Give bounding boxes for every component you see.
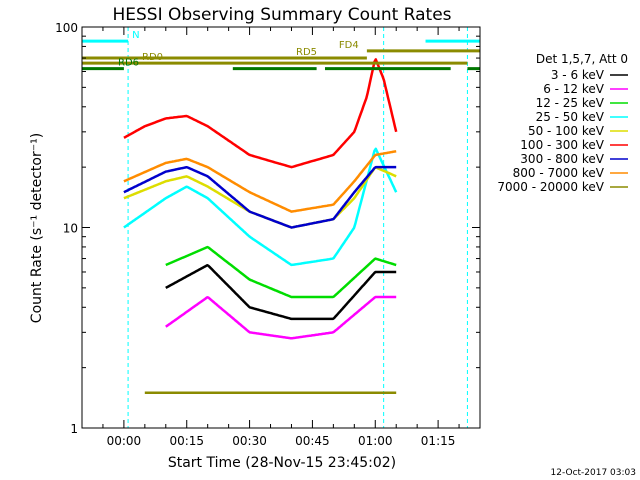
flag-label: RD6 <box>118 58 139 69</box>
plot-frame <box>81 26 481 429</box>
x-axis-label: Start Time (28-Nov-15 23:45:02) <box>168 455 396 471</box>
legend-label-0: 3 - 6 keV <box>551 68 605 82</box>
y-tick-label: 100 <box>55 21 78 35</box>
x-tick-label: 01:00 <box>358 434 393 448</box>
series-line-1 <box>165 295 397 340</box>
series-line-3 <box>123 147 398 267</box>
legend-label-4: 50 - 100 keV <box>528 124 605 138</box>
chart-title: HESSI Observing Summary Count Rates <box>112 5 451 25</box>
legend-header: Det 1,5,7, Att 0 <box>536 52 628 66</box>
flag-label: RD0 <box>142 52 163 63</box>
legend-label-3: 25 - 50 keV <box>536 110 605 124</box>
series-line-6 <box>123 165 397 229</box>
flag-label: RD5 <box>296 47 317 58</box>
x-tick-label: 00:15 <box>169 434 204 448</box>
x-tick-label: 00:30 <box>232 434 267 448</box>
flag-label: N <box>132 30 139 41</box>
legend-label-1: 6 - 12 keV <box>543 82 605 96</box>
legend-label-2: 12 - 25 keV <box>536 96 605 110</box>
x-tick-label: 00:00 <box>107 434 142 448</box>
flag-label: FD4 <box>339 40 359 51</box>
x-tick-label: 00:45 <box>295 434 330 448</box>
series-line-5 <box>123 58 398 169</box>
series-line-2 <box>165 245 397 299</box>
y-axis-label: Count Rate (s⁻¹ detector⁻¹) <box>29 133 45 323</box>
legend-label-5: 100 - 300 keV <box>520 138 604 152</box>
series-line-7 <box>123 150 397 213</box>
y-tick-label: 1 <box>70 422 78 436</box>
legend-label-8: 7000 - 20000 keV <box>497 180 604 194</box>
y-axis: 1 10 100 <box>55 21 480 436</box>
legend-label-6: 300 - 800 keV <box>520 152 604 166</box>
y-tick-label: 10 <box>63 222 78 236</box>
footer-date: 12-Oct-2017 03:03 <box>551 468 636 478</box>
x-axis: 00:00 00:15 00:30 00:45 01:00 01:15 <box>102 27 481 448</box>
x-tick-label: 01:15 <box>421 434 456 448</box>
legend-label-7: 800 - 7000 keV <box>513 166 605 180</box>
series-line-0 <box>165 263 397 321</box>
